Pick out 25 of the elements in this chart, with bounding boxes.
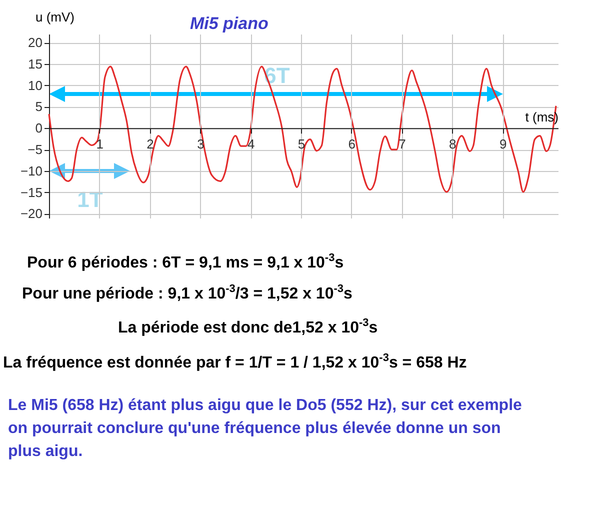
x-tick-label: 9: [499, 136, 507, 152]
x-tick-label: 5: [298, 136, 306, 152]
text: Pour 6 périodes : 6T = 9,1 ms = 9,1 x 10$^{-3}$s: [27, 252, 345, 273]
text: La fréquence est donnée par f = 1/T = 1 / 1,52 x 10$^{-3}$s = 658 Hz: [3, 352, 468, 372]
x-tick-label: 7: [398, 136, 406, 152]
y-tick-label: −5: [28, 142, 42, 158]
y-tick-label: −10: [20, 163, 42, 178]
y-tick-label: 20: [28, 35, 42, 50]
y-tick-label: 0: [35, 120, 42, 136]
text: Le Mi5 (658 Hz) étant plus aigu que le Do5 (552 Hz), sur cet exemple on pourrait conclure qu'une fréquence plus élevée donne un son plus aigu.: [8, 396, 523, 462]
y-tick-label: 10: [28, 78, 42, 93]
x-tick-label: 4: [247, 136, 255, 152]
x-tick-label: 6: [348, 136, 356, 152]
y-axis-title: u (mV): [36, 10, 74, 24]
x-tick-label: 2: [146, 136, 154, 152]
y-tick-label: 15: [28, 56, 42, 72]
chart-title: Mi5 piano: [190, 14, 268, 33]
text: La période est donc de1,52 x 10$^{-3}$s: [118, 317, 379, 338]
line-series: [48, 66, 557, 193]
y-tick-label: 5: [35, 99, 42, 114]
x-tick-label: 8: [449, 136, 456, 152]
y-tick-label: −20: [20, 206, 42, 222]
y-tick-label: −15: [20, 184, 42, 200]
text: Pour une période : 9,1 x 10$^{-3}$/3 = 1,52 x 10$^{-3}$s: [22, 282, 354, 304]
x-tick-label: 1: [96, 136, 104, 152]
